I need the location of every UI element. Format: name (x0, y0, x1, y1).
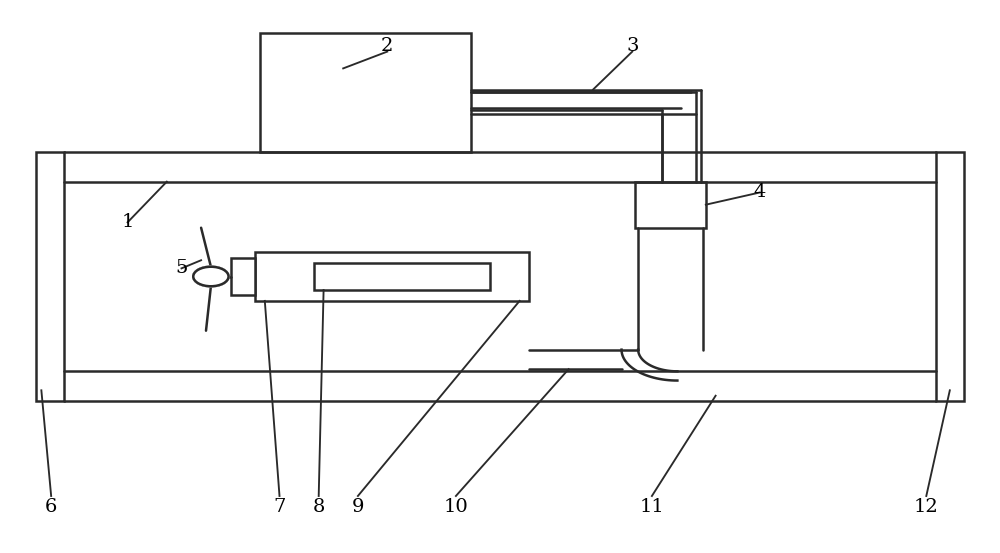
Text: 2: 2 (381, 37, 393, 55)
Text: 1: 1 (121, 213, 134, 231)
Bar (936, 152, 964, 401)
Text: 6: 6 (45, 498, 57, 516)
Text: 8: 8 (313, 498, 325, 516)
Text: 3: 3 (626, 37, 639, 55)
Bar (635, 181, 706, 228)
Text: 5: 5 (175, 259, 188, 278)
Text: 4: 4 (754, 184, 766, 201)
Circle shape (193, 267, 229, 286)
Bar (260, 33, 471, 152)
Text: 10: 10 (444, 498, 468, 516)
Bar (36, 152, 64, 401)
Text: 12: 12 (914, 498, 939, 516)
Text: 11: 11 (640, 498, 664, 516)
Text: 9: 9 (352, 498, 364, 516)
Bar (255, 252, 529, 301)
Text: 7: 7 (273, 498, 286, 516)
Bar (314, 263, 490, 290)
Bar (230, 258, 255, 295)
Circle shape (193, 267, 229, 286)
